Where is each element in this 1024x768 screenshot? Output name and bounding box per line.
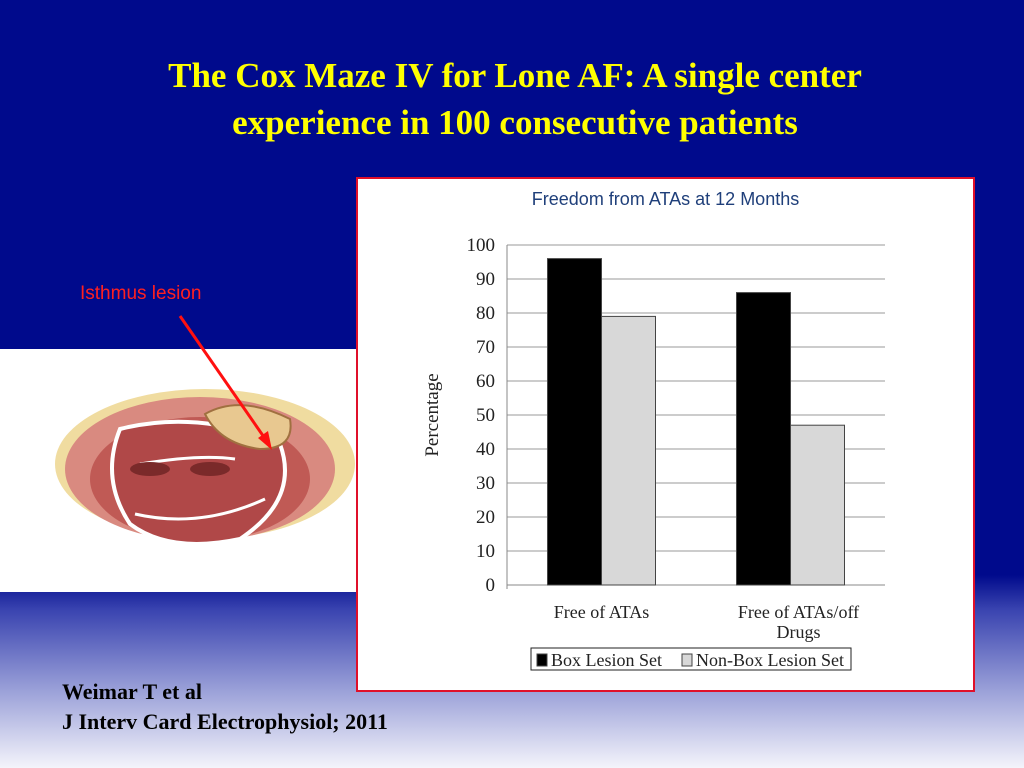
heart-illustration: [0, 349, 356, 592]
citation-authors: Weimar T et al: [62, 679, 202, 704]
y-tick-label: 50: [476, 405, 495, 426]
citation-journal: J Interv Card Electrophysiol; 2011: [62, 709, 388, 734]
y-tick-label: 70: [476, 337, 495, 358]
title-line-2: experience in 100 consecutive patients: [232, 103, 798, 142]
y-tick-label: 60: [476, 371, 495, 392]
slide-title: The Cox Maze IV for Lone AF: A single ce…: [60, 52, 970, 146]
x-tick-label: Free of ATAs: [554, 602, 650, 622]
x-tick-label: Drugs: [777, 622, 821, 642]
y-tick-label: 40: [476, 439, 495, 460]
bar-box-1: [736, 292, 791, 586]
legend-swatch: [536, 653, 548, 667]
legend-swatch: [681, 653, 693, 667]
y-tick-label: 20: [476, 507, 495, 528]
bar-box-0: [547, 258, 602, 586]
title-line-1: The Cox Maze IV for Lone AF: A single ce…: [168, 56, 862, 95]
y-axis-label: Percentage: [422, 373, 443, 456]
y-tick-label: 0: [486, 575, 496, 596]
x-tick-label: Free of ATAs/off: [738, 602, 859, 622]
legend-label: Box Lesion Set: [551, 650, 662, 670]
y-tick-label: 10: [476, 541, 495, 562]
y-tick-label: 30: [476, 473, 495, 494]
y-tick-label: 100: [467, 235, 496, 256]
bar-non-box-0: [601, 315, 656, 586]
y-tick-label: 90: [476, 269, 495, 290]
bar-non-box-1: [790, 424, 845, 586]
isthmus-lesion-label: Isthmus lesion: [80, 283, 202, 304]
legend-label: Non-Box Lesion Set: [696, 650, 844, 670]
chart-title: Freedom from ATAs at 12 Months: [531, 189, 800, 209]
chart-panel: [356, 177, 975, 692]
citation: Weimar T et al J Interv Card Electrophys…: [62, 677, 388, 737]
y-tick-label: 80: [476, 303, 495, 324]
